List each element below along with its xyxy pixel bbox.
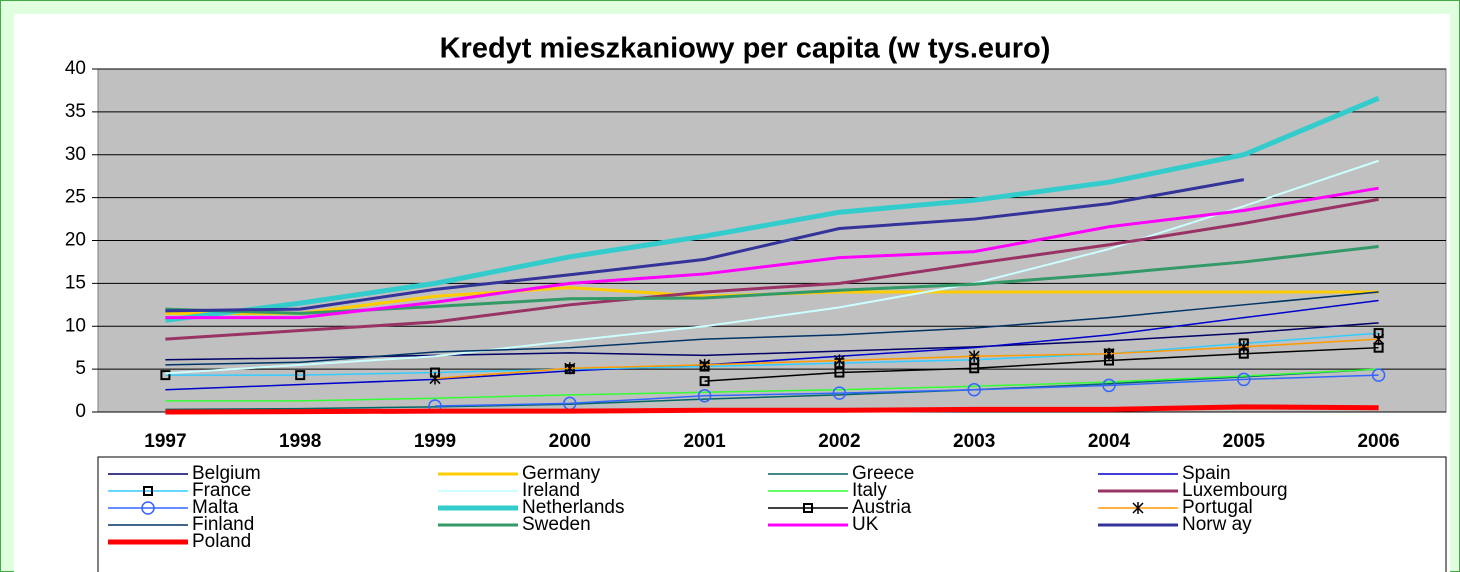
series-line — [165, 404, 1379, 415]
legend-label: Luxembourg — [1182, 480, 1288, 501]
legend-label: Greece — [852, 463, 914, 484]
series-line — [434, 338, 1379, 380]
legend-label: Norw ay — [1182, 514, 1252, 535]
series-line — [165, 178, 1245, 313]
x-tick-label: 2002 — [818, 431, 860, 452]
legend-label: Portugal — [1182, 497, 1253, 518]
series-line — [704, 346, 1379, 382]
legend-label: Netherlands — [522, 497, 624, 518]
data-point — [1238, 340, 1250, 353]
data-point — [1102, 378, 1116, 393]
y-tick-label: 25 — [65, 187, 86, 208]
data-point — [699, 358, 711, 371]
series-line — [165, 291, 1379, 366]
series-line — [165, 299, 1379, 391]
legend-label: Finland — [192, 514, 254, 535]
series-line — [165, 159, 1379, 375]
data-point — [1103, 347, 1115, 360]
series-line — [165, 197, 1379, 341]
data-point — [160, 370, 171, 381]
x-tick-label: 2006 — [1357, 431, 1399, 452]
series-line — [434, 374, 1379, 407]
legend-label: Ireland — [522, 480, 580, 501]
x-tick-label: 2003 — [953, 431, 995, 452]
series-line — [165, 95, 1380, 323]
x-tick-label: 2001 — [683, 431, 726, 452]
data-point — [832, 386, 847, 400]
legend-label: Belgium — [192, 463, 261, 484]
legend-label: UK — [852, 514, 879, 535]
series-line — [165, 368, 1379, 402]
y-tick-label: 20 — [65, 230, 86, 251]
y-tick-label: 0 — [75, 401, 86, 422]
legend — [97, 456, 1447, 572]
legend-label: Austria — [852, 497, 912, 518]
y-tick-label: 35 — [65, 101, 86, 122]
legend-marker — [143, 486, 153, 496]
data-point — [295, 370, 306, 381]
legend-label: Poland — [192, 531, 251, 552]
data-point — [697, 388, 712, 403]
legend-label: Germany — [522, 463, 601, 484]
data-point — [1237, 372, 1251, 387]
data-point — [833, 354, 845, 367]
chart-title: Kredyt mieszkaniowy per capita (w tys.eu… — [440, 33, 1051, 65]
x-tick-label: 1997 — [144, 431, 186, 452]
legend-label: Sweden — [522, 514, 591, 535]
y-tick-label: 15 — [65, 272, 86, 293]
legend-label: Italy — [852, 480, 887, 501]
series-line — [165, 368, 1379, 411]
y-tick-label: 30 — [65, 144, 86, 165]
x-tick-label: 2004 — [1088, 431, 1131, 452]
legend-marker — [1132, 502, 1144, 514]
x-tick-label: 2005 — [1223, 431, 1266, 452]
legend-label: Malta — [192, 497, 239, 518]
x-tick-label: 1999 — [414, 431, 456, 452]
x-tick-label: 1998 — [279, 431, 321, 452]
legend-label: Spain — [1182, 463, 1231, 484]
y-tick-label: 40 — [65, 58, 86, 79]
data-point — [564, 362, 576, 375]
series-line — [165, 186, 1379, 320]
y-tick-label: 5 — [75, 358, 86, 379]
data-point — [699, 376, 710, 387]
data-point — [834, 367, 845, 378]
legend-marker — [141, 501, 155, 515]
x-tick-label: 2000 — [549, 431, 591, 452]
data-point — [967, 382, 981, 397]
legend-marker — [803, 503, 813, 513]
data-point — [1371, 368, 1386, 382]
y-tick-label: 10 — [65, 315, 86, 336]
data-point — [969, 363, 980, 374]
series-line — [165, 332, 1379, 376]
legend-label: France — [192, 480, 251, 501]
data-point — [968, 350, 980, 363]
data-point — [429, 372, 441, 385]
data-point — [1373, 333, 1385, 346]
